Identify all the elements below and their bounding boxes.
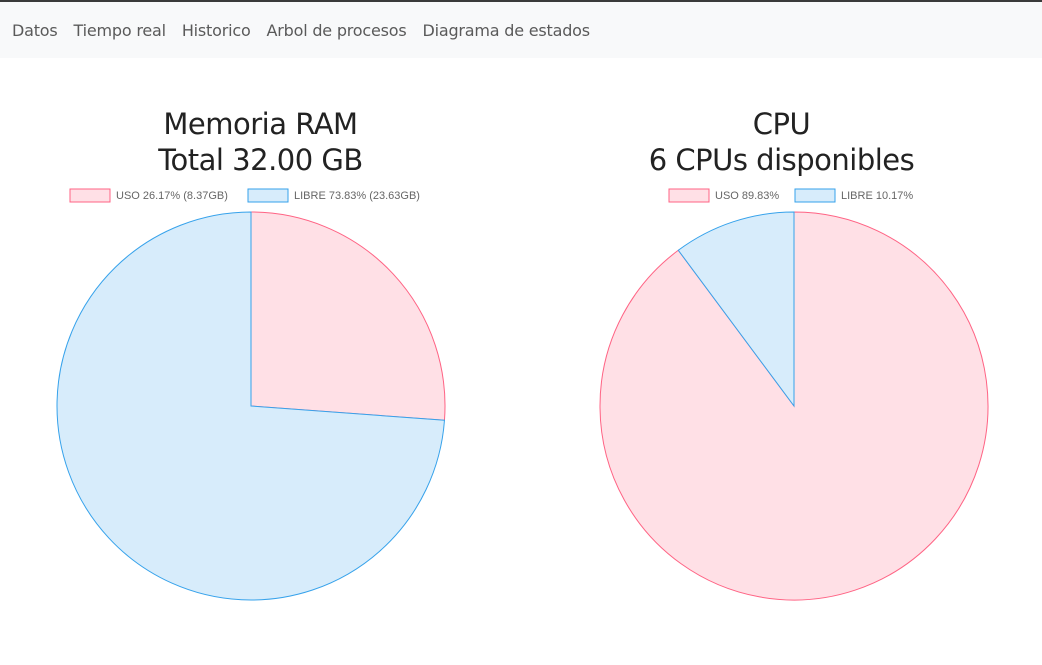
nav-link-datos[interactable]: Datos <box>12 20 58 40</box>
top-border <box>0 0 1042 2</box>
cpu-chart-panel: CPU 6 CPUs disponibles USO 89.83% LIBRE … <box>521 58 1042 665</box>
nav-link-tiempo-real[interactable]: Tiempo real <box>73 20 167 40</box>
ram-legend-libre-label[interactable]: LIBRE 73.83% (23.63GB) <box>294 190 420 202</box>
ram-legend-uso-swatch[interactable] <box>69 188 111 203</box>
ram-slice-uso[interactable] <box>250 211 446 421</box>
cpu-chart-subtitle: 6 CPUs disponibles <box>648 143 915 177</box>
ram-legend: USO 26.17% (8.37GB) LIBRE 73.83% (23.63G… <box>69 188 420 203</box>
ram-legend-uso-label[interactable]: USO 26.17% (8.37GB) <box>116 190 228 202</box>
cpu-legend-libre-label[interactable]: LIBRE 10.17% <box>841 190 913 202</box>
nav-link-historico[interactable]: Historico <box>181 20 251 40</box>
ram-chart-title: Memoria RAM <box>163 107 358 141</box>
cpu-legend-uso-label[interactable]: USO 89.83% <box>715 190 779 202</box>
ram-legend-libre-swatch[interactable] <box>247 188 289 203</box>
nav-link-diagrama-de-estados[interactable]: Diagrama de estados <box>422 20 591 40</box>
charts-area: Memoria RAM Total 32.00 GB USO 26.17% (8… <box>0 58 1042 665</box>
cpu-pie-chart: USO 89.83% LIBRE 10.17% <box>599 188 989 601</box>
navbar: Datos Tiempo real Historico Arbol de pro… <box>0 2 1042 58</box>
cpu-legend-libre-swatch[interactable] <box>794 188 836 203</box>
cpu-slice-libre[interactable] <box>677 211 795 408</box>
ram-slice-libre[interactable] <box>56 211 446 601</box>
cpu-legend-uso-swatch[interactable] <box>668 188 710 203</box>
nav-link-arbol-de-procesos[interactable]: Arbol de procesos <box>266 20 407 40</box>
ram-chart-panel: Memoria RAM Total 32.00 GB USO 26.17% (8… <box>0 58 521 665</box>
ram-chart-subtitle: Total 32.00 GB <box>158 143 363 177</box>
ram-pie-chart: USO 26.17% (8.37GB) LIBRE 73.83% (23.63G… <box>56 188 446 601</box>
cpu-chart-title: CPU <box>752 107 811 141</box>
cpu-legend: USO 89.83% LIBRE 10.17% <box>668 188 913 203</box>
